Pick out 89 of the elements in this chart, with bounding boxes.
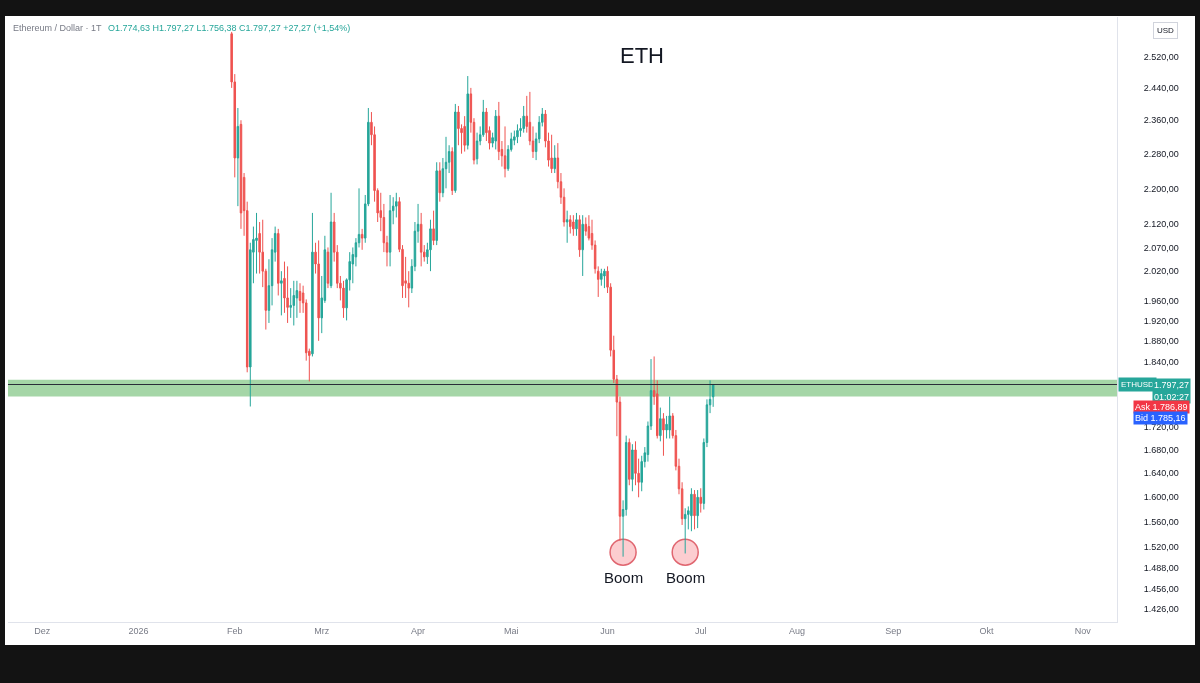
- candlestick: [419, 212, 423, 267]
- candlestick: [659, 407, 662, 442]
- ref-line-label: ETHUSD: [1121, 380, 1155, 389]
- y-tick-label: 1.640,00: [1143, 468, 1179, 479]
- annotation: Boom: [666, 569, 706, 586]
- candlestick: [342, 280, 345, 319]
- y-tick-label: 2.120,00: [1143, 219, 1179, 230]
- candlestick: [360, 228, 364, 251]
- candlestick: [522, 105, 525, 134]
- candlestick: [388, 194, 392, 267]
- x-tick-label: Okt: [979, 625, 995, 636]
- y-tick-label: 1.456,00: [1143, 583, 1179, 594]
- y-axis-title: USD: [1157, 26, 1175, 35]
- candlestick: [236, 107, 240, 207]
- y-tick-label: 1.880,00: [1143, 335, 1179, 346]
- candlestick: [696, 489, 699, 529]
- candlestick: [693, 489, 696, 530]
- candlestick: [292, 280, 296, 326]
- candlestick: [435, 161, 438, 246]
- candlestick: [572, 214, 575, 237]
- text: ETH: [620, 42, 664, 68]
- candlestick: [668, 396, 671, 439]
- candlestick: [298, 282, 302, 314]
- candlestick: [550, 134, 553, 174]
- candlestick: [581, 214, 584, 277]
- y-tick-label: 2.440,00: [1143, 83, 1179, 94]
- candlestick: [553, 144, 556, 174]
- y-tick-label: 2.200,00: [1143, 183, 1179, 194]
- candlestick: [280, 270, 283, 316]
- y-tick-label: 1.920,00: [1143, 315, 1179, 326]
- candlestick: [438, 161, 442, 203]
- candlestick: [503, 125, 507, 178]
- y-tick-label: 1.426,00: [1143, 604, 1179, 615]
- x-tick-label: Feb: [227, 625, 243, 636]
- x-tick-label: Sep: [885, 625, 902, 636]
- candlestick: [494, 109, 497, 150]
- candlestick: [575, 212, 578, 237]
- text: 1.797,27 01:02:27: [1154, 380, 1190, 402]
- candlestick: [329, 192, 333, 289]
- annotation: Boom: [604, 569, 644, 586]
- x-tick-label: Apr: [411, 625, 426, 636]
- candlestick: [286, 265, 289, 324]
- y-tick-label: 1.520,00: [1143, 542, 1179, 553]
- y-tick-label: 2.520,00: [1143, 51, 1179, 62]
- text: Ask 1.786,89: [1135, 402, 1188, 412]
- candlestick: [662, 412, 665, 457]
- candlestick: [603, 268, 606, 289]
- y-tick-label: 1.560,00: [1143, 517, 1179, 528]
- y-tick-label: 1.488,00: [1143, 562, 1179, 573]
- candlestick: [450, 146, 454, 196]
- candlestick: [600, 268, 603, 287]
- text: Bid 1.785,16: [1135, 413, 1186, 423]
- text: Ethereum / Dollar · 1T: [13, 23, 103, 33]
- candlestick: [463, 115, 466, 153]
- y-tick-label: 1.600,00: [1143, 492, 1179, 503]
- candlestick: [578, 214, 581, 258]
- candlestick: [326, 246, 330, 289]
- candlestick: [432, 210, 435, 246]
- candlestick: [277, 228, 280, 296]
- candlestick: [429, 219, 432, 272]
- x-tick-label: Jun: [600, 625, 615, 636]
- y-tick-label: 1.840,00: [1143, 356, 1179, 367]
- candlestick: [317, 239, 320, 342]
- x-tick-label: Aug: [789, 625, 806, 636]
- annotation: O1.774,63 H1.797,27 L1.756,38 C1.797,27 +27,27 (+1,54%): [108, 23, 351, 33]
- candlestick: [699, 487, 702, 514]
- y-tick-label: 2.020,00: [1143, 266, 1179, 277]
- candlestick: [628, 437, 631, 486]
- candlestick: [690, 487, 693, 532]
- candlestick: [683, 507, 687, 554]
- y-tick-label: 2.070,00: [1143, 242, 1179, 253]
- x-tick-label: Nov: [1074, 625, 1092, 636]
- y-tick-label: 1.720,00: [1143, 422, 1179, 433]
- candlestick: [565, 210, 569, 244]
- x-tick-label: Mai: [503, 625, 519, 636]
- candlestick: [454, 103, 457, 194]
- candlestick: [466, 75, 470, 150]
- y-tick-label: 2.360,00: [1143, 115, 1179, 126]
- candlestick: [311, 212, 314, 357]
- x-tick-label: Jul: [694, 625, 707, 636]
- candlestick: [631, 443, 634, 492]
- x-tick-label: Mrz: [314, 625, 330, 636]
- x-tick-label: 2026: [128, 625, 149, 636]
- x-tick-label: Dez: [34, 625, 51, 636]
- y-tick-label: 2.280,00: [1143, 148, 1179, 159]
- y-tick-label: 1.680,00: [1143, 445, 1179, 456]
- candlestick: [584, 216, 588, 237]
- candlestick: [569, 214, 572, 234]
- y-tick-label: 1.960,00: [1143, 295, 1179, 306]
